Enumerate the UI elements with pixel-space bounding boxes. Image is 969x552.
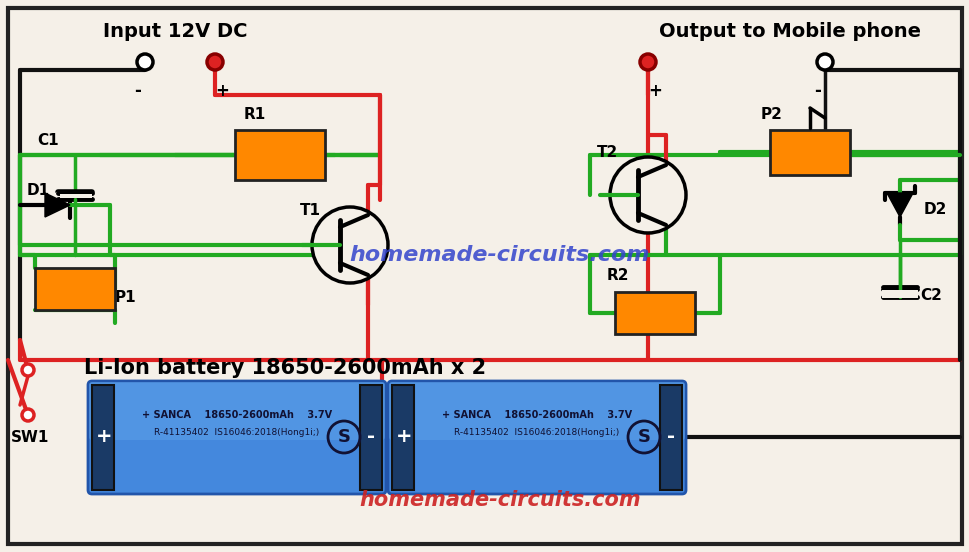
Circle shape (206, 54, 223, 70)
Text: T2: T2 (597, 145, 618, 160)
Text: SW1: SW1 (11, 430, 49, 445)
Text: D1: D1 (26, 183, 49, 198)
Text: -: - (667, 427, 674, 447)
Text: C1: C1 (37, 133, 59, 148)
Text: T1: T1 (299, 203, 320, 218)
Text: -: - (814, 82, 821, 100)
Bar (881, 290, 917, 298)
Polygon shape (45, 193, 70, 217)
Bar (35, 268, 115, 310)
Text: R1: R1 (243, 107, 266, 122)
Text: Li-Ion battery 18650-2600mAh x 2: Li-Ion battery 18650-2600mAh x 2 (84, 358, 485, 378)
FancyBboxPatch shape (89, 382, 385, 440)
Text: C2: C2 (919, 288, 941, 302)
Text: R-41135402  IS16046:2018(Hong1i;): R-41135402 IS16046:2018(Hong1i;) (453, 428, 619, 438)
FancyBboxPatch shape (389, 382, 684, 440)
Text: + SANCA    18650-2600mAh    3.7V: + SANCA 18650-2600mAh 3.7V (442, 410, 632, 420)
Text: Output to Mobile phone: Output to Mobile phone (658, 22, 920, 41)
FancyBboxPatch shape (388, 381, 685, 494)
Bar (92, 385, 114, 490)
Text: D2: D2 (923, 203, 947, 217)
Bar (659, 385, 681, 490)
Circle shape (312, 207, 388, 283)
Bar (359, 385, 382, 490)
FancyBboxPatch shape (88, 381, 386, 494)
Text: R-41135402  IS16046:2018(Hong1i;): R-41135402 IS16046:2018(Hong1i;) (154, 428, 320, 438)
Text: +: + (647, 82, 661, 100)
Circle shape (22, 364, 34, 376)
Circle shape (137, 54, 153, 70)
Bar (769, 130, 849, 175)
Text: Input 12V DC: Input 12V DC (103, 22, 247, 41)
Bar (391, 385, 681, 490)
Bar (614, 292, 694, 334)
Bar (60, 194, 92, 198)
Text: +: + (395, 427, 412, 447)
Text: homemade-circuits.com: homemade-circuits.com (350, 245, 649, 265)
Circle shape (640, 54, 655, 70)
Bar (234, 130, 325, 180)
Circle shape (816, 54, 832, 70)
Text: + SANCA    18650-2600mAh    3.7V: + SANCA 18650-2600mAh 3.7V (141, 410, 331, 420)
Text: -: - (366, 427, 375, 447)
Text: +: + (215, 82, 229, 100)
Text: P1: P1 (115, 290, 137, 305)
Text: homemade-circuits.com: homemade-circuits.com (359, 490, 641, 510)
Text: R2: R2 (607, 268, 629, 283)
Text: +: + (96, 427, 112, 447)
Circle shape (610, 157, 685, 233)
Bar (391, 385, 414, 490)
Text: S: S (337, 428, 350, 446)
Circle shape (22, 409, 34, 421)
Polygon shape (886, 193, 912, 217)
Text: P2: P2 (761, 107, 782, 122)
Text: -: - (135, 82, 141, 100)
Text: S: S (637, 428, 650, 446)
